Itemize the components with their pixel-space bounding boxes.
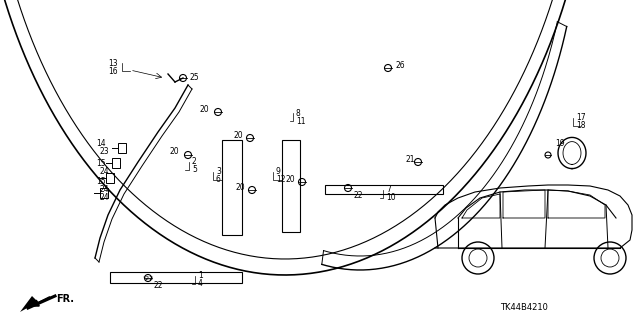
Text: 20: 20 bbox=[234, 131, 244, 140]
Text: 1: 1 bbox=[198, 271, 203, 280]
Text: 19: 19 bbox=[555, 138, 564, 147]
Text: 25: 25 bbox=[190, 73, 200, 83]
Text: °22: °22 bbox=[143, 276, 154, 280]
Text: 15: 15 bbox=[96, 176, 106, 186]
Bar bbox=[325, 185, 443, 194]
Text: 12: 12 bbox=[276, 175, 285, 184]
Text: 20: 20 bbox=[170, 147, 180, 157]
Text: 20: 20 bbox=[235, 183, 244, 192]
Bar bbox=[222, 140, 242, 235]
Text: 6: 6 bbox=[216, 175, 221, 184]
Text: 24: 24 bbox=[100, 192, 109, 202]
Text: 4: 4 bbox=[198, 279, 203, 288]
Polygon shape bbox=[20, 296, 38, 312]
Bar bbox=[118, 143, 126, 153]
Text: 17: 17 bbox=[576, 114, 586, 122]
Bar bbox=[110, 272, 242, 283]
Text: 21: 21 bbox=[406, 155, 415, 165]
Text: 11: 11 bbox=[296, 116, 305, 125]
Text: 20: 20 bbox=[200, 105, 210, 114]
Text: 22: 22 bbox=[354, 190, 364, 199]
Text: 3: 3 bbox=[216, 167, 221, 176]
Bar bbox=[100, 188, 108, 198]
Text: 22: 22 bbox=[154, 280, 163, 290]
Text: 2: 2 bbox=[192, 158, 196, 167]
Text: 23: 23 bbox=[100, 146, 109, 155]
Text: 20: 20 bbox=[285, 175, 294, 184]
Text: TK44B4210: TK44B4210 bbox=[500, 303, 548, 313]
Text: 14: 14 bbox=[96, 138, 106, 147]
Text: FR.: FR. bbox=[56, 294, 74, 304]
Bar bbox=[282, 140, 300, 232]
Text: 26: 26 bbox=[396, 62, 406, 70]
Text: 9: 9 bbox=[276, 167, 281, 176]
Bar bbox=[106, 173, 114, 183]
Text: 15: 15 bbox=[96, 159, 106, 167]
Text: 13: 13 bbox=[108, 58, 118, 68]
Text: 7: 7 bbox=[386, 186, 391, 195]
Bar bbox=[112, 158, 120, 168]
Text: 10: 10 bbox=[386, 194, 396, 203]
Text: 24: 24 bbox=[100, 167, 109, 175]
Text: 16: 16 bbox=[108, 66, 118, 76]
Text: 24: 24 bbox=[100, 184, 109, 194]
Text: 18: 18 bbox=[576, 122, 586, 130]
Text: 8: 8 bbox=[296, 108, 301, 117]
Text: 5: 5 bbox=[192, 166, 197, 174]
